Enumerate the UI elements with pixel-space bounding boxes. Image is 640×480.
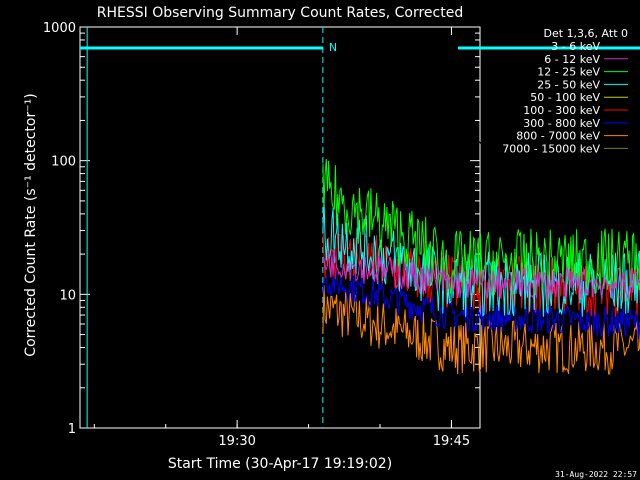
legend-label: 800 - 7000 keV: [516, 130, 600, 143]
series-line-7: [322, 285, 640, 375]
x-tick-label: 19:30: [218, 434, 255, 449]
legend-label: 6 - 12 keV: [544, 53, 600, 66]
chart-title: RHESSI Observing Summary Count Rates, Co…: [97, 5, 463, 21]
legend-label: 12 - 25 keV: [537, 66, 600, 79]
night-label: N: [329, 41, 337, 54]
legend-header: Det 1,3,6, Att 0: [544, 27, 628, 40]
legend-label: 3 - 6 keV: [551, 40, 600, 53]
series-line-1: [322, 248, 640, 300]
plot-frame: [79, 26, 481, 429]
x-axis-label: Start Time (30-Apr-17 19:19:02): [168, 456, 392, 472]
legend-label: 100 - 300 keV: [523, 104, 600, 117]
series-line-0: [322, 138, 640, 147]
y-axis-label: Corrected Count Rate (s⁻¹ detector⁻¹): [23, 93, 39, 356]
plot-area: [79, 26, 640, 429]
timestamp: 31-Aug-2022 22:57: [555, 470, 637, 479]
legend-label: 25 - 50 keV: [537, 78, 600, 91]
legend-label: 300 - 800 keV: [523, 117, 600, 130]
legend-label: 50 - 100 keV: [530, 91, 600, 104]
series-line-3: [322, 199, 640, 317]
y-tick-label: 1: [68, 422, 76, 437]
y-tick-label: 10: [59, 288, 76, 303]
series-line-2: [322, 158, 640, 296]
y-tick-label: 100: [51, 155, 76, 170]
y-tick-label: 1000: [43, 21, 76, 36]
legend-label: 7000 - 15000 keV: [502, 142, 600, 155]
series-line-6: [322, 267, 640, 339]
x-tick-label: 19:45: [433, 434, 470, 449]
